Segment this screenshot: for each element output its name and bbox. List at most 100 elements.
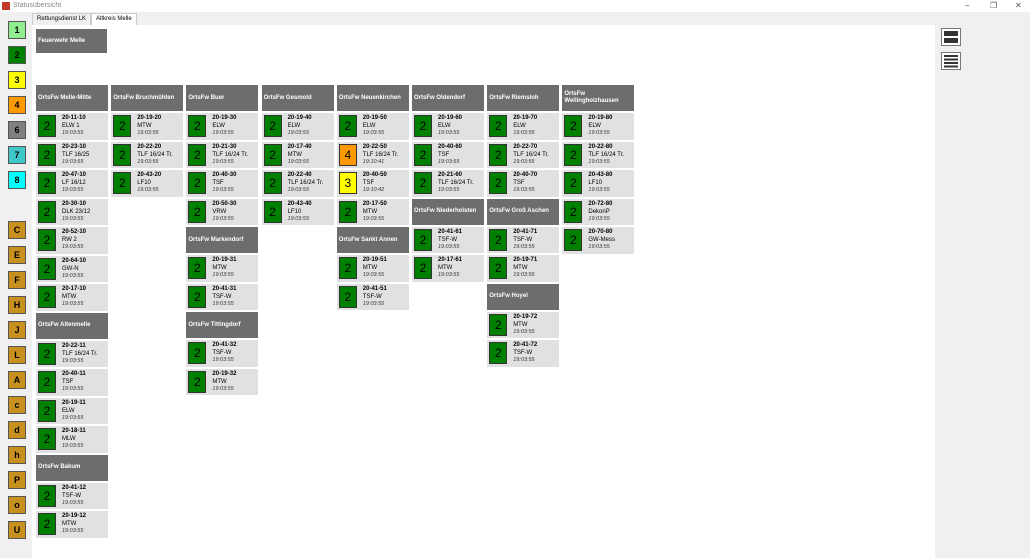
unit-time: 19:03:55	[513, 357, 535, 363]
unit-card[interactable]: 2 20-19-40 ELW 19:03:55	[261, 113, 334, 140]
unit-card[interactable]: 2 20-19-30 ELW 19:03:55	[186, 113, 259, 140]
unit-card[interactable]: 2 20-22-70 TLF 16/24 Tr. 19:03:55	[487, 141, 560, 168]
status-button[interactable]: 4	[8, 96, 26, 114]
tab[interactable]: Rettungsdienst LK	[32, 13, 92, 25]
unit-card[interactable]: 2 20-17-61 MTW 19:03:55	[412, 255, 484, 282]
unit-card[interactable]: 2 20-43-20 LF10 19:03:55	[111, 170, 184, 197]
unit-card[interactable]: 2 20-22-40 TLF 16/24 Tr. 19:03:55	[261, 170, 334, 197]
layout-large-button[interactable]	[941, 28, 961, 46]
status-button[interactable]: 3	[8, 71, 26, 89]
status-button[interactable]: 2	[8, 46, 26, 64]
unit-card[interactable]: 2 20-41-12 TSF-W 19:03:55	[36, 482, 108, 509]
status-button[interactable]: c	[8, 396, 26, 414]
unit-card[interactable]: 2 20-21-30 TLF 16/24 Tr. 19:03:55	[186, 141, 259, 168]
unit-card[interactable]: 2 20-41-51 TSF-W 19:03:55	[336, 283, 409, 310]
unit-card[interactable]: 2 20-23-10 TLF 16/25 19:03:55	[36, 141, 108, 168]
unit-id: 20-21-60	[438, 172, 463, 178]
status-button[interactable]: C	[8, 221, 26, 239]
status-button[interactable]: J	[8, 321, 26, 339]
status-indicator: 2	[338, 115, 357, 137]
unit-card[interactable]: 2 20-41-31 TSF-W 19:03:55	[186, 283, 259, 310]
unit-card[interactable]: 2 20-19-70 ELW 19:03:55	[487, 113, 560, 140]
unit-card[interactable]: 2 20-22-11 TLF 16/24 Tr. 19:03:55	[36, 340, 108, 367]
unit-time: 19:03:55	[287, 215, 310, 222]
status-button[interactable]: 1	[8, 21, 26, 39]
unit-time: 19:03:55	[62, 414, 84, 421]
unit-id: 20-41-71	[513, 228, 538, 235]
status-button[interactable]: d	[8, 421, 26, 439]
status-button[interactable]: E	[8, 246, 26, 264]
unit-card[interactable]: 2 20-70-80 GW-Mess 19:03:55	[562, 227, 635, 254]
unit-type: MTW	[62, 521, 77, 527]
status-button[interactable]: o	[8, 496, 26, 514]
status-button[interactable]: A	[8, 371, 26, 389]
unit-card[interactable]: 2 20-50-30 VRW 19:03:55	[186, 198, 259, 225]
unit-card[interactable]: 2 20-17-40 MTW 19:03:55	[261, 141, 334, 168]
unit-card[interactable]: 2 20-72-80 DekonP 19:03:55	[562, 198, 635, 225]
unit-card[interactable]: 2 20-17-50 MTW 19:03:55	[336, 198, 409, 225]
status-indicator: 2	[338, 200, 357, 223]
unit-type: ELW	[438, 123, 451, 129]
unit-card[interactable]: 4 20-22-50 TLF 16/24 Tr. 19:10:41	[336, 141, 409, 168]
unit-card[interactable]: 2 20-21-60 TLF 16/24 Tr. 19:03:55	[412, 170, 484, 197]
minimize-button[interactable]: –	[965, 1, 970, 10]
unit-type: MTW	[212, 378, 227, 385]
unit-card[interactable]: 2 20-41-72 TSF-W 19:03:55	[487, 340, 560, 367]
unit-card[interactable]: 2 20-19-11 ELW 19:03:55	[36, 397, 108, 424]
unit-card[interactable]: 2 20-40-70 TSF 19:03:55	[487, 170, 560, 197]
unit-type: TLF 16/24 Tr.	[588, 151, 625, 158]
layout-list-button[interactable]	[941, 52, 961, 70]
unit-card[interactable]: 2 20-11-10 ELW 1 19:03:55	[36, 113, 108, 140]
unit-card[interactable]: 2 20-22-20 TLF 16/24 Tr. 19:03:55	[111, 141, 184, 168]
status-button[interactable]: P	[8, 471, 26, 489]
unit-card[interactable]: 2 20-19-80 ELW 19:03:55	[562, 113, 635, 140]
status-button[interactable]: L	[8, 346, 26, 364]
unit-card[interactable]: 2 20-64-10 GW-N 19:03:55	[36, 255, 108, 282]
unit-card[interactable]: 2 20-19-60 ELW 19:03:55	[412, 113, 484, 140]
unit-card[interactable]: 3 20-40-50 TSF 19:10:42	[336, 170, 409, 197]
unit-card[interactable]: 2 20-41-32 TSF-W 19:03:55	[186, 340, 259, 367]
status-button[interactable]: U	[8, 521, 26, 539]
unit-card[interactable]: 2 20-19-51 MTW 19:03:55	[336, 255, 409, 282]
unit-time: 19:03:55	[588, 130, 610, 136]
status-indicator: 2	[38, 172, 56, 194]
unit-card[interactable]: 2 20-40-30 TSF 19:03:55	[186, 170, 259, 197]
unit-time: 19:03:55	[287, 158, 310, 165]
unit-card[interactable]: 2 20-19-71 MTW 19:03:55	[487, 255, 560, 282]
status-button[interactable]: h	[8, 446, 26, 464]
unit-card[interactable]: 2 20-18-11 MLW 19:03:55	[36, 426, 108, 453]
status-indicator: 2	[263, 200, 282, 223]
unit-card[interactable]: 2 20-41-61 TSF-W 19:03:55	[412, 226, 484, 253]
status-button[interactable]: 6	[8, 121, 26, 139]
unit-card[interactable]: 2 20-43-80 LF10 19:03:55	[562, 170, 635, 197]
status-button[interactable]: 8	[8, 171, 26, 189]
unit-card[interactable]: 2 20-19-20 MTW 19:03:55	[111, 113, 184, 140]
unit-card[interactable]: 2 20-19-72 MTW 19:03:55	[487, 311, 560, 338]
status-button[interactable]: F	[8, 271, 26, 289]
unit-card[interactable]: 2 20-19-50 ELW 19:03:55	[336, 113, 409, 140]
unit-time: 19:10:42	[362, 187, 385, 193]
unit-id: 20-41-72	[513, 342, 538, 348]
unit-card[interactable]: 2 20-40-60 TSF 19:03:55	[412, 141, 484, 168]
unit-card[interactable]: 2 20-19-32 MTW 19:03:55	[186, 368, 259, 395]
unit-id: 20-19-12	[62, 513, 87, 519]
unit-card[interactable]: 2 20-30-10 DLK 23/12 19:03:55	[36, 198, 108, 225]
status-indicator: 2	[564, 200, 583, 223]
unit-card[interactable]: 2 20-17-10 MTW 19:03:55	[36, 284, 108, 311]
unit-card[interactable]: 2 20-22-80 TLF 16/24 Tr. 19:03:55	[562, 141, 635, 168]
unit-card[interactable]: 2 20-43-40 LF10 19:03:55	[261, 198, 334, 225]
tab[interactable]: Altkreis Melle	[91, 13, 137, 25]
unit-card[interactable]: 2 20-19-31 MTW 19:03:55	[186, 255, 259, 282]
unit-card[interactable]: 2 20-41-71 TSF-W 19:03:55	[487, 226, 560, 253]
unit-card[interactable]: 2 20-40-11 TSF 19:03:55	[36, 369, 108, 396]
unit-type: VRW	[212, 208, 227, 215]
close-button[interactable]: ✕	[1015, 1, 1022, 10]
unit-card[interactable]: 2 20-19-12 MTW 19:03:55	[36, 511, 108, 538]
maximize-button[interactable]: ❐	[990, 1, 998, 10]
unit-card[interactable]: 2 20-47-10 LF 16/12 19:03:55	[36, 170, 108, 197]
status-button[interactable]: H	[8, 296, 26, 314]
unit-card[interactable]: 2 20-52-10 RW 2 19:03:55	[36, 227, 108, 254]
status-indicator: 2	[38, 115, 56, 137]
status-button[interactable]: 7	[8, 146, 26, 164]
